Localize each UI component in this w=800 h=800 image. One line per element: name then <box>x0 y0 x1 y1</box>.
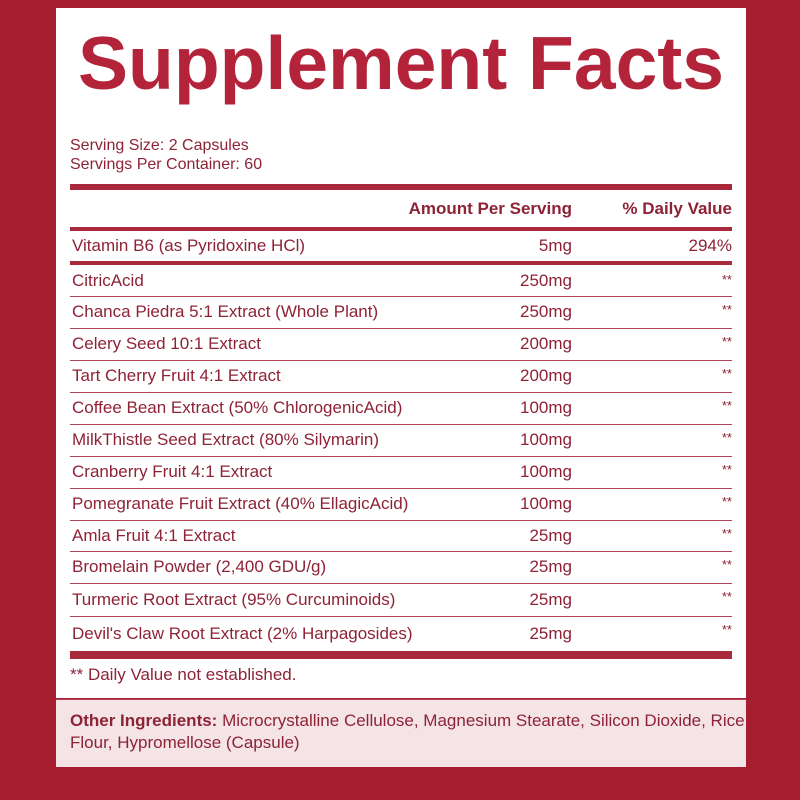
serving-info: Serving Size: 2 Capsules Servings Per Co… <box>70 136 262 174</box>
divider-thin <box>70 296 732 297</box>
ingredient-dv: ** <box>721 462 732 477</box>
amount-header: Amount Per Serving <box>408 199 572 218</box>
divider-thin <box>70 392 732 393</box>
other-ingredients-label: Other Ingredients: <box>70 711 218 730</box>
ingredient-dv: ** <box>721 366 732 381</box>
ingredient-name: Coffee Bean Extract (50% ChlorogenicAcid… <box>72 398 403 417</box>
ingredient-amount: 100mg <box>520 494 572 513</box>
nutrient-name: Vitamin B6 (as Pyridoxine HCl) <box>72 236 306 255</box>
ingredient-amount: 100mg <box>520 398 572 417</box>
ingredient-name: Pomegranate Fruit Extract (40% EllagicAc… <box>72 494 409 513</box>
table-row: Devil's Claw Root Extract (2% Harpagosid… <box>70 616 732 651</box>
ingredient-dv: ** <box>721 302 732 317</box>
dv-header: % Daily Value <box>622 199 732 218</box>
serving-size: Serving Size: 2 Capsules <box>70 137 249 154</box>
table-row: Coffee Bean Extract (50% ChlorogenicAcid… <box>70 392 732 424</box>
supplement-facts-panel: Supplement Facts Serving Size: 2 Capsule… <box>56 8 746 698</box>
ingredient-name: Bromelain Powder (2,400 GDU/g) <box>72 557 327 576</box>
divider-thin <box>70 583 732 584</box>
ingredient-dv: ** <box>721 398 732 413</box>
table-row: Cranberry Fruit 4:1 Extract 100mg ** <box>70 456 732 488</box>
servings-per-container: Servings Per Container: 60 <box>70 156 263 173</box>
divider-thin <box>70 424 732 425</box>
other-ingredients-text: Microcrystalline Cellulose, Magnesium St… <box>70 711 745 752</box>
divider-thick <box>70 184 732 190</box>
ingredient-amount: 25mg <box>529 525 572 545</box>
ingredient-name: Tart Cherry Fruit 4:1 Extract <box>72 366 281 385</box>
divider-thin <box>70 328 732 329</box>
table-row: Tart Cherry Fruit 4:1 Extract 200mg ** <box>70 360 732 392</box>
table-row: Pomegranate Fruit Extract (40% EllagicAc… <box>70 488 732 520</box>
ingredient-amount: 200mg <box>520 334 572 353</box>
divider-thin <box>70 456 732 457</box>
table-row: Chanca Piedra 5:1 Extract (Whole Plant) 2… <box>70 296 732 328</box>
divider-thick <box>70 227 732 231</box>
table-row: Turmeric Root Extract (95% Curcuminoids)… <box>70 583 732 616</box>
ingredient-name: Devil's Claw Root Extract (2% Harpagosid… <box>72 623 413 643</box>
ingredient-dv: ** <box>721 526 732 541</box>
divider-thin <box>70 488 732 489</box>
table-header: Amount Per Serving % Daily Value <box>70 194 732 224</box>
ingredient-amount: 250mg <box>520 302 572 321</box>
ingredient-dv: ** <box>721 272 732 287</box>
table-row: Celery Seed 10:1 Extract 200mg ** <box>70 328 732 360</box>
table-row: Bromelain Powder (2,400 GDU/g) 25mg ** <box>70 551 732 583</box>
ingredient-name: CitricAcid <box>72 271 144 290</box>
other-ingredients: Other Ingredients: Microcrystalline Cell… <box>56 699 746 767</box>
ingredient-amount: 250mg <box>520 271 572 290</box>
ingredient-amount: 100mg <box>520 430 572 449</box>
table-row: CitricAcid 250mg ** <box>70 266 732 296</box>
divider-thin <box>70 520 732 521</box>
ingredient-name: Celery Seed 10:1 Extract <box>72 334 261 353</box>
ingredient-amount: 25mg <box>529 623 572 643</box>
ingredient-dv: ** <box>721 589 732 604</box>
ingredient-amount: 100mg <box>520 462 572 481</box>
ingredient-name: Amla Fruit 4:1 Extract <box>72 525 236 545</box>
ingredient-name: Chanca Piedra 5:1 Extract (Whole Plant) <box>72 302 379 321</box>
divider-thick <box>70 651 732 659</box>
nutrient-amount: 5mg <box>538 236 572 255</box>
ingredient-name: Cranberry Fruit 4:1 Extract <box>72 462 273 481</box>
ingredient-amount: 25mg <box>529 589 572 609</box>
ingredient-name: MilkThistle Seed Extract (80% Silymarin) <box>72 430 380 449</box>
divider-thick <box>70 261 732 265</box>
divider-thin <box>70 360 732 361</box>
ingredient-dv: ** <box>721 557 732 572</box>
footnote: ** Daily Value not established. <box>70 665 297 684</box>
ingredient-name: Turmeric Root Extract (95% Curcuminoids) <box>72 589 396 609</box>
table-row-vitamin: Vitamin B6 (as Pyridoxine HCl) 5mg 294% <box>70 231 732 261</box>
table-row: Amla Fruit 4:1 Extract 25mg ** <box>70 520 732 551</box>
ingredient-dv: ** <box>721 622 732 637</box>
ingredient-dv: ** <box>721 334 732 349</box>
ingredient-dv: ** <box>721 430 732 445</box>
divider-thin <box>70 551 732 552</box>
nutrient-dv: 294% <box>688 236 732 255</box>
table-row: MilkThistle Seed Extract (80% Silymarin)… <box>70 424 732 456</box>
ingredient-amount: 200mg <box>520 366 572 385</box>
ingredient-amount: 25mg <box>529 557 572 576</box>
page-title: Supplement Facts <box>78 21 724 105</box>
divider-thin <box>70 616 732 617</box>
ingredient-dv: ** <box>721 494 732 509</box>
